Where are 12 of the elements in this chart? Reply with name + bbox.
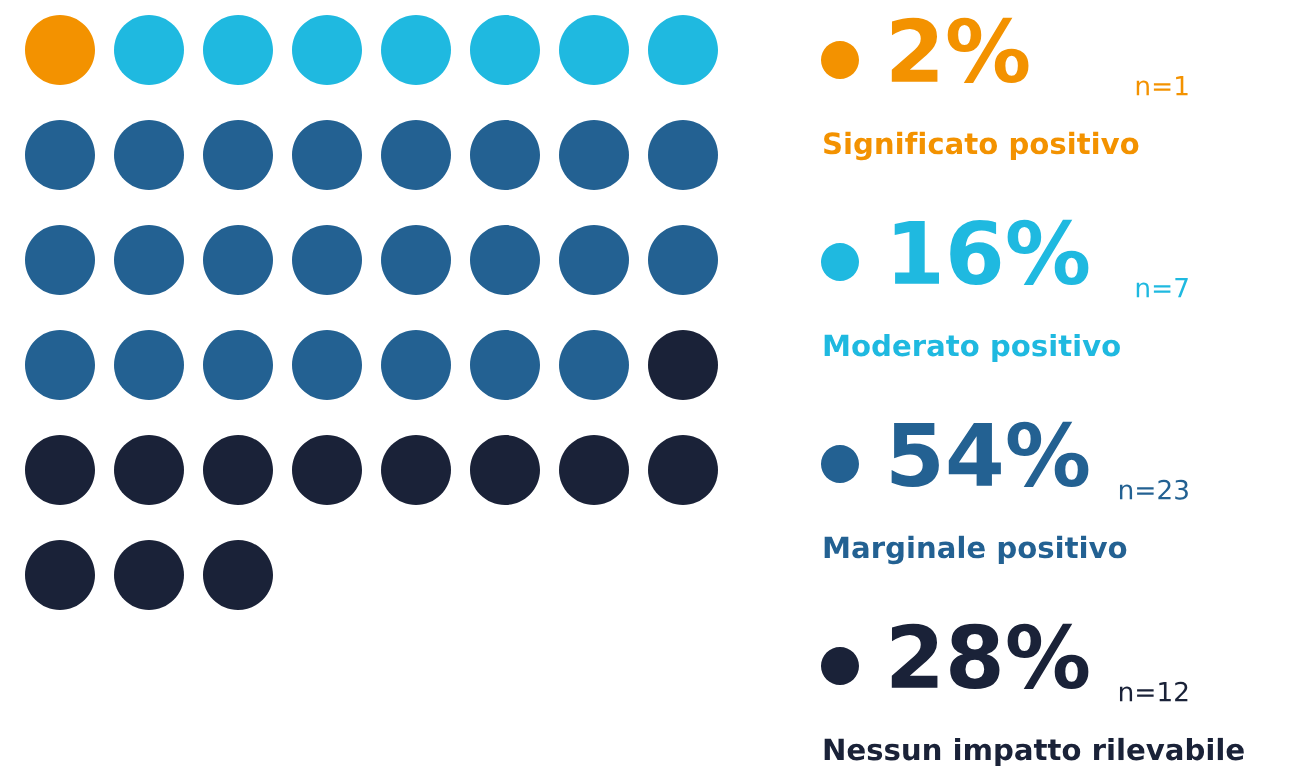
category-label: Nessun impatto rilevabile [824, 737, 1244, 767]
text: 54% [891, 421, 1089, 487]
data-label: n=1 [1136, 76, 1188, 96]
category-label: Moderato positivo [824, 333, 1120, 363]
category-label: Significato positivo [824, 131, 1139, 161]
text: 2% [891, 17, 1029, 83]
data-label: n=7 [1136, 278, 1188, 298]
category-label: Marginale positivo [824, 535, 1127, 565]
data-label: n=12 [1119, 681, 1188, 702]
text: 16% [894, 219, 1089, 285]
data-label: n=23 [1119, 479, 1188, 500]
text: 28% [891, 623, 1089, 689]
